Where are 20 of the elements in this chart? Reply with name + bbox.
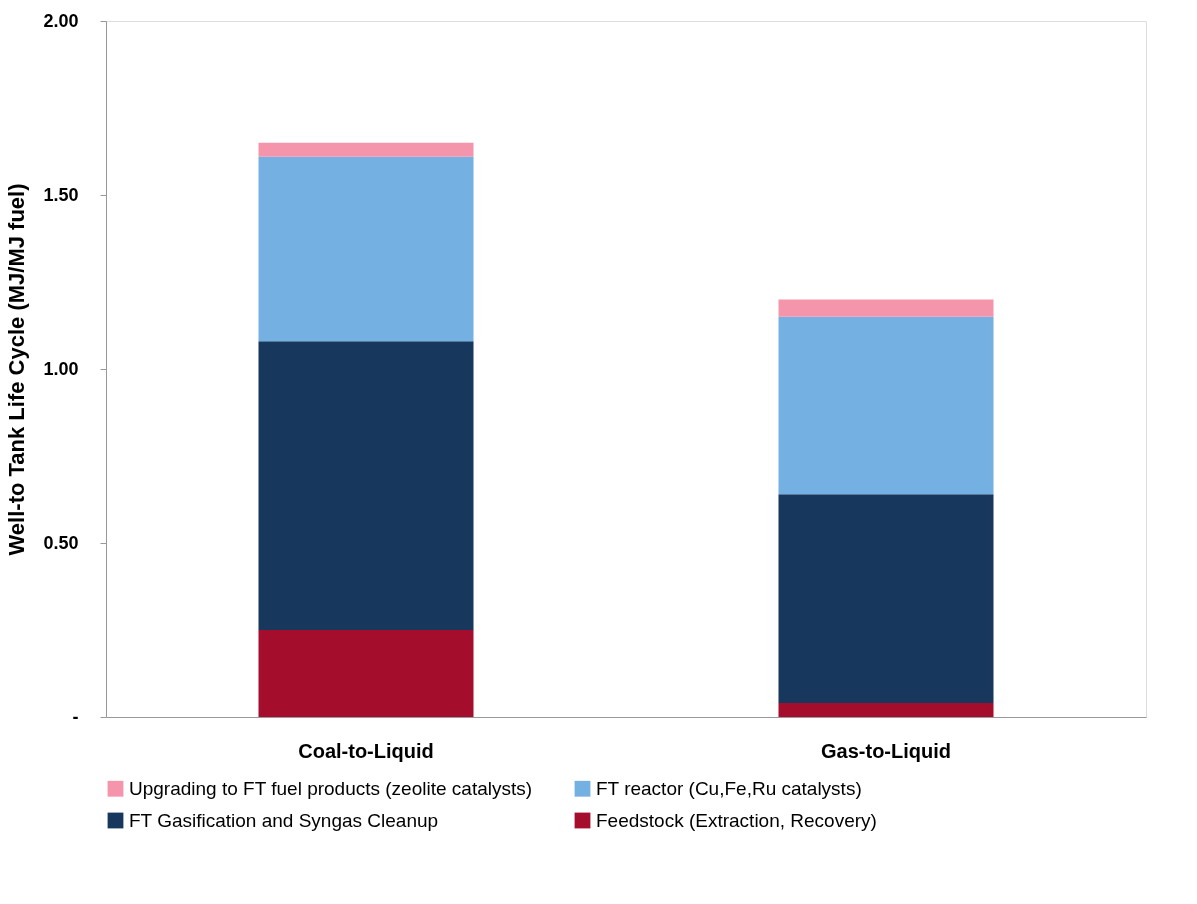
bar [258, 341, 474, 630]
y-tick-label: 2.00 [43, 10, 79, 31]
legend-label: FT Gasification and Syngas Cleanup [129, 809, 439, 831]
legend-label: Feedstock (Extraction, Recovery) [596, 809, 877, 831]
x-tick-label: Gas-to-Liquid [821, 739, 951, 762]
x-tick-label: Coal-to-Liquid [298, 739, 434, 762]
bar [778, 494, 994, 704]
y-tick-label: 1.50 [43, 184, 79, 205]
bar [778, 299, 994, 317]
y-tick-label: 0.50 [43, 532, 79, 553]
bar [778, 316, 994, 495]
bar [778, 703, 994, 717]
y-axis-title: Well-to Tank Life Cycle (MJ/MJ fuel) [4, 183, 30, 556]
bar [258, 142, 474, 157]
y-tick-label: 1.00 [43, 358, 79, 379]
bar [258, 156, 474, 342]
bar [258, 630, 474, 717]
legend-label: Upgrading to FT fuel products (zeolite catalysts) [129, 777, 533, 799]
legend-label: FT reactor (Cu,Fe,Ru catalysts) [596, 777, 862, 799]
y-tick-label: - [72, 706, 79, 727]
